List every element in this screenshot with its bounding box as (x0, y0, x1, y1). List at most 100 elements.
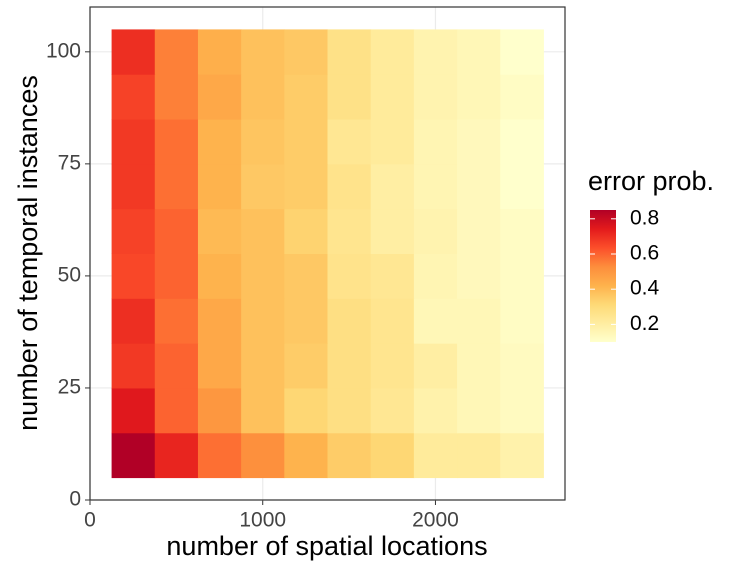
heatmap-cell (111, 253, 156, 299)
heatmap-cell (111, 298, 156, 344)
heatmap-cell (241, 74, 285, 120)
colorbar-tick-label: 0.6 (630, 242, 659, 265)
heatmap-cell (327, 343, 372, 389)
heatmap-cell (327, 119, 372, 165)
heatmap-cell (154, 343, 199, 389)
heatmap-cell (197, 29, 242, 75)
heatmap-cell (154, 298, 199, 344)
heatmap-cell (327, 74, 372, 120)
heatmap-cell (154, 387, 199, 434)
heatmap-cell (154, 163, 199, 210)
heatmap-cell (457, 343, 501, 389)
heatmap-cell (111, 432, 156, 479)
x-axis-title: number of spatial locations (166, 531, 487, 561)
heatmap-cell (284, 298, 328, 344)
heatmap-cell (457, 253, 501, 299)
heatmap-cell (413, 163, 458, 210)
heatmap-cell (154, 74, 199, 120)
heatmap-cell (500, 343, 544, 389)
heatmap-cell (284, 74, 328, 120)
heatmap-cell (327, 163, 372, 210)
colorbar-tick-label: 0.8 (630, 206, 659, 229)
heatmap-cell (413, 208, 458, 254)
heatmap-cell (197, 432, 242, 479)
heatmap-cell (500, 74, 544, 120)
heatmap-cell (241, 29, 285, 75)
heatmap-cell (111, 387, 156, 434)
heatmap-cell (111, 74, 156, 120)
y-tick-label: 0 (69, 488, 81, 511)
heatmap-cell (457, 208, 501, 254)
heatmap-cell (370, 29, 415, 75)
heatmap-cell (284, 119, 328, 165)
heatmap-cell (284, 29, 328, 75)
heatmap-cell (241, 253, 285, 299)
plot-border (89, 6, 566, 501)
heatmap-cell (457, 298, 501, 344)
heatmap-cell (370, 253, 415, 299)
y-axis-title: number of temporal instances (13, 75, 43, 431)
heatmap-cell (241, 343, 285, 389)
heatmap-cell (241, 432, 285, 479)
heatmap-cell (457, 432, 501, 479)
heatmap-cell (197, 74, 242, 120)
y-tick-label: 75 (58, 151, 81, 174)
heatmap-cell (111, 208, 156, 254)
heatmap-cell (327, 387, 372, 434)
heatmap-cell (457, 163, 501, 210)
heatmap-cell (197, 298, 242, 344)
colorbar-tick-label: 0.2 (630, 312, 659, 335)
heatmap-cell (500, 253, 544, 299)
heatmap-cell (241, 208, 285, 254)
heatmap-cell (154, 253, 199, 299)
heatmap-cell (370, 343, 415, 389)
heatmap-cell (241, 298, 285, 344)
heatmap-cell (197, 119, 242, 165)
heatmap-cell (154, 208, 199, 254)
heatmap-cell (327, 253, 372, 299)
x-tick-label: 2000 (412, 509, 459, 532)
heatmap-cell (154, 119, 199, 165)
heatmap-cell (413, 298, 458, 344)
heatmap-cell (457, 119, 501, 165)
heatmap-cell (370, 208, 415, 254)
heatmap-cell (284, 387, 328, 434)
heatmap-cell (327, 29, 372, 75)
legend-title: error prob. (588, 166, 714, 196)
x-tick-label: 0 (84, 509, 96, 532)
heatmap-cell (154, 432, 199, 479)
heatmap-cell (370, 387, 415, 434)
heatmap-cell (370, 119, 415, 165)
heatmap-cell (413, 29, 458, 75)
heatmap-cell (500, 208, 544, 254)
colorbar-tick-label: 0.4 (630, 277, 660, 300)
y-tick-label: 50 (58, 263, 81, 286)
heatmap-cell (284, 253, 328, 299)
heatmap-cell (327, 298, 372, 344)
heatmap-cell (370, 432, 415, 479)
heatmap-cell (284, 163, 328, 210)
heatmap-cell (111, 29, 156, 75)
heatmap-cell (457, 387, 501, 434)
heatmap-cell (500, 29, 544, 75)
heatmap-cell (197, 343, 242, 389)
heatmap-cell (327, 208, 372, 254)
heatmap-cell (413, 387, 458, 434)
heatmap-cell (370, 298, 415, 344)
heatmap-cell (413, 74, 458, 120)
heatmap-cell (111, 343, 156, 389)
heatmap-cell (413, 432, 458, 479)
heatmap-cell (413, 343, 458, 389)
heatmap-cell (241, 163, 285, 210)
heatmap-cell (457, 29, 501, 75)
x-tick-label: 1000 (239, 509, 286, 532)
heatmap-cell (197, 208, 242, 254)
heatmap-cell (413, 119, 458, 165)
colorbar (590, 210, 616, 342)
heatmap-cell (500, 163, 544, 210)
heatmap-cell (500, 387, 544, 434)
heatmap-cell (111, 119, 156, 165)
heatmap-cell (500, 119, 544, 165)
heatmap-cell (111, 163, 156, 210)
